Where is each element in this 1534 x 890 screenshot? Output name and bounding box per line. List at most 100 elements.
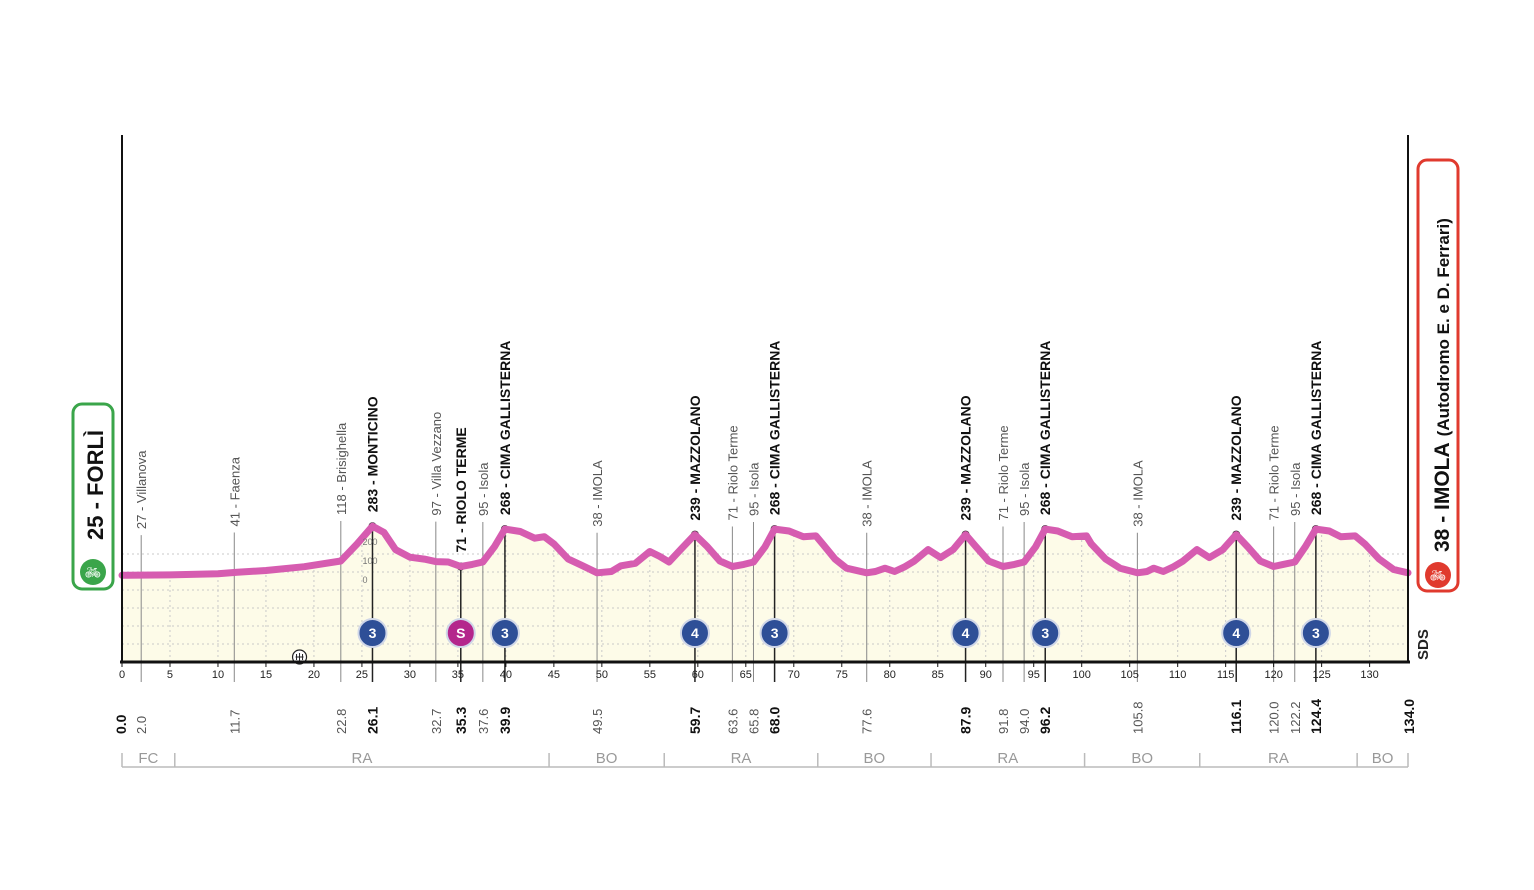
km-tick-label: 115: [1217, 669, 1235, 681]
finish-bike-icon: [1425, 562, 1451, 588]
altitude-scale-label: 100: [362, 556, 377, 566]
provinces-bar: FC RA BO RA BO RA BO RA BO: [121, 750, 1409, 768]
place-distance: 22.8: [334, 709, 349, 734]
km-tick-label: 25: [356, 669, 368, 681]
kom-badge: [1300, 618, 1331, 648]
distance-axis: 0 5 10 15 20 25 30 35 40 45 50 55 60 65 70 75 80 85 90 95 10…: [119, 135, 1410, 681]
place-label: 71 - Riolo Terme: [996, 425, 1011, 520]
place-distance: 87.9: [958, 707, 974, 734]
province-code: FC: [138, 750, 158, 767]
profile-line-layer: [118, 522, 1412, 579]
place-label: 95 - Isola: [1017, 462, 1032, 516]
place-distance: 96.2: [1037, 707, 1053, 734]
place-label: 97 - Villa Vezzano: [429, 412, 444, 516]
km-tick-label: 70: [788, 669, 800, 681]
profile-line: [118, 522, 1412, 579]
km-tick-label: 95: [1028, 669, 1040, 681]
kom-badge: [1030, 618, 1061, 648]
finish-distance: 134.0: [1401, 699, 1417, 734]
place-label: 71 - Riolo Terme: [1267, 425, 1282, 520]
km-tick-label: 90: [980, 669, 992, 681]
place-distance: 94.0: [1017, 709, 1032, 734]
kom-badge: [489, 618, 520, 648]
place-label: 283 - MONTICINO: [364, 396, 380, 512]
place-distance: 122.2: [1288, 701, 1303, 734]
place-distance: 35.3: [453, 707, 469, 734]
start-marker: 25 - FORLÌ 🚲︎: [71, 402, 115, 591]
place-label: 71 - RIOLO TERME: [453, 427, 469, 552]
province-code: RA: [731, 750, 752, 767]
km-tick-label: 120: [1264, 669, 1282, 681]
province-code: RA: [352, 750, 373, 767]
start-label: 25 - FORLÌ: [83, 430, 108, 540]
place-distance: 120.0: [1267, 701, 1282, 734]
province-code: BO: [1372, 750, 1394, 767]
km-tick-label: 10: [212, 669, 224, 681]
place-distance: 65.8: [746, 709, 761, 734]
svg-text:🚲︎: 🚲︎: [85, 566, 102, 581]
place-label: 268 - CIMA GALLISTERNA: [1308, 341, 1324, 516]
badge-label: S: [456, 625, 465, 641]
brand-logo: SDS: [1415, 629, 1432, 660]
province-code: RA: [1268, 750, 1289, 767]
start-box: [71, 402, 115, 591]
km-tick-label: 30: [404, 669, 416, 681]
finish-marker: 38 - IMOLA(Autodromo E. e D. Ferrari) 🚲︎: [1416, 158, 1460, 593]
badge-label: 3: [1312, 625, 1320, 641]
place-distance: 11.7: [227, 710, 242, 734]
km-tick-label: 85: [932, 669, 944, 681]
place-distance: 91.8: [996, 709, 1011, 734]
place-label: 95 - Isola: [476, 462, 491, 516]
place-label: 38 - IMOLA: [1130, 460, 1145, 527]
place-distance: 26.1: [364, 707, 380, 734]
km-tick-label: 45: [548, 669, 560, 681]
place-label: 239 - MAZZOLANO: [1228, 395, 1244, 520]
badge-label: 3: [369, 625, 377, 641]
altitude-scale-label: 200: [362, 537, 377, 547]
badge-label: 4: [962, 625, 970, 641]
kom-badge: [1221, 618, 1252, 648]
km-tick-label: 40: [500, 669, 512, 681]
km-tick-label: 50: [596, 669, 608, 681]
place-label: 239 - MAZZOLANO: [958, 395, 974, 520]
place-label: 268 - CIMA GALLISTERNA: [1037, 341, 1053, 516]
km-tick-label: 100: [1073, 669, 1091, 681]
place-distance: 68.0: [767, 707, 783, 734]
province-code: BO: [864, 750, 886, 767]
km-tick-label: 0: [119, 669, 125, 681]
km-tick-label: 75: [836, 669, 848, 681]
altitude-scale-label: 0: [362, 575, 367, 585]
place-distance: 39.9: [497, 707, 513, 734]
place-distance: 77.6: [860, 709, 875, 734]
kom-badge: [950, 618, 981, 648]
start-distance: 0.0: [113, 714, 129, 734]
km-tick-label: 105: [1121, 669, 1139, 681]
km-tick-label: 130: [1360, 669, 1378, 681]
profile-area: [122, 526, 1408, 662]
place-label: 239 - MAZZOLANO: [687, 395, 703, 520]
feed-zone-icon-detail: [295, 653, 304, 661]
km-tick-label: 55: [644, 669, 656, 681]
place-label: 27 - Villanova: [134, 450, 149, 529]
badge-label: 3: [771, 625, 779, 641]
start-bike-icon: [80, 559, 106, 585]
place-distance: 124.4: [1308, 699, 1324, 734]
finish-box: [1416, 158, 1460, 593]
badges-layer: 3 S 3 4 3 4 3 4 3: [291, 618, 1331, 665]
finish-label: 38 - IMOLA(Autodromo E. e D. Ferrari): [1431, 218, 1454, 552]
km-tick-label: 35: [452, 669, 464, 681]
km-tick-label: 80: [884, 669, 896, 681]
kom-badge: [759, 618, 790, 648]
kom-badge: [357, 618, 388, 648]
km-tick-label: 60: [692, 669, 704, 681]
km-tick-label: 5: [167, 669, 173, 681]
badge-label: 4: [691, 625, 699, 641]
svg-text:🚲︎: 🚲︎: [1430, 569, 1447, 584]
place-label: 38 - IMOLA: [860, 460, 875, 527]
place-labels-layer: 27 - Villanova 2.0 41 - Faenza 11.7 118 - Br…: [113, 341, 1417, 734]
place-distance: 63.6: [725, 709, 740, 734]
km-tick-label: 20: [308, 669, 320, 681]
place-distance: 49.5: [590, 709, 605, 734]
place-label: 95 - Isola: [1288, 462, 1303, 516]
